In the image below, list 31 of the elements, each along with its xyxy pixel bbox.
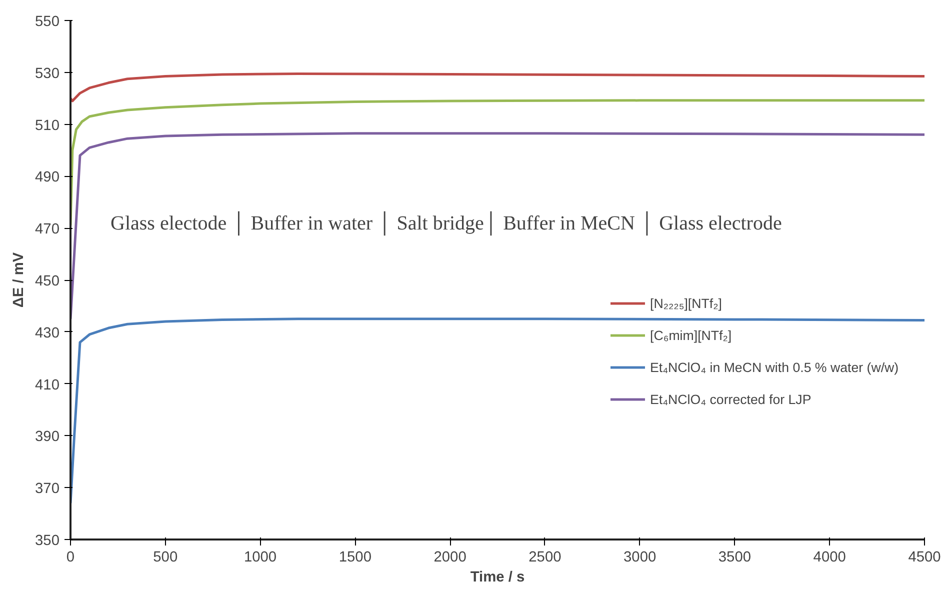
x-tick-label: 3000 bbox=[624, 550, 656, 566]
x-tick-label: 3500 bbox=[718, 550, 752, 566]
x-tick-label: 0 bbox=[66, 550, 75, 566]
annotation: Glass electode │ Buffer in water │ Salt bridge│ Buffer in MeCN │ Glass electrode bbox=[110, 210, 782, 236]
legend-label: [C₆mim][NTf₂] bbox=[650, 328, 732, 342]
y-axis-title: ΔE / mV bbox=[11, 252, 28, 308]
y-tick-label: 550 bbox=[35, 14, 60, 30]
legend-label: Et₄NClO₄ in MeCN with 0.5 % water (w/w) bbox=[650, 360, 899, 374]
y-tick-label: 430 bbox=[35, 325, 60, 342]
x-tick-label: 4500 bbox=[908, 550, 941, 566]
x-tick-label: 4000 bbox=[813, 550, 846, 566]
x-tick-label: 2000 bbox=[434, 550, 466, 566]
legend-label: Et₄NClO₄ corrected for LJP bbox=[650, 392, 812, 406]
x-tick-label: 1500 bbox=[338, 550, 372, 566]
x-tick-label: 1000 bbox=[244, 550, 277, 566]
y-tick-label: 470 bbox=[35, 222, 60, 238]
x-tick-label: 500 bbox=[153, 550, 178, 566]
y-tick-label: 510 bbox=[35, 118, 60, 134]
y-tick-label: 450 bbox=[35, 274, 60, 290]
y-tick-label: 530 bbox=[35, 66, 60, 82]
y-tick-label: 490 bbox=[35, 170, 60, 186]
legend-label: [N₂₂₂₅][NTf₂] bbox=[650, 296, 722, 310]
x-axis-title: Time / s bbox=[470, 570, 525, 586]
y-tick-label: 390 bbox=[35, 429, 60, 446]
y-tick-label: 410 bbox=[35, 377, 60, 394]
line-series bbox=[70, 132, 924, 320]
x-tick-label: 2500 bbox=[528, 550, 562, 566]
line-series bbox=[70, 318, 924, 504]
y-tick-label: 350 bbox=[35, 533, 60, 549]
line-series bbox=[70, 72, 924, 102]
y-tick-label: 370 bbox=[35, 481, 60, 498]
